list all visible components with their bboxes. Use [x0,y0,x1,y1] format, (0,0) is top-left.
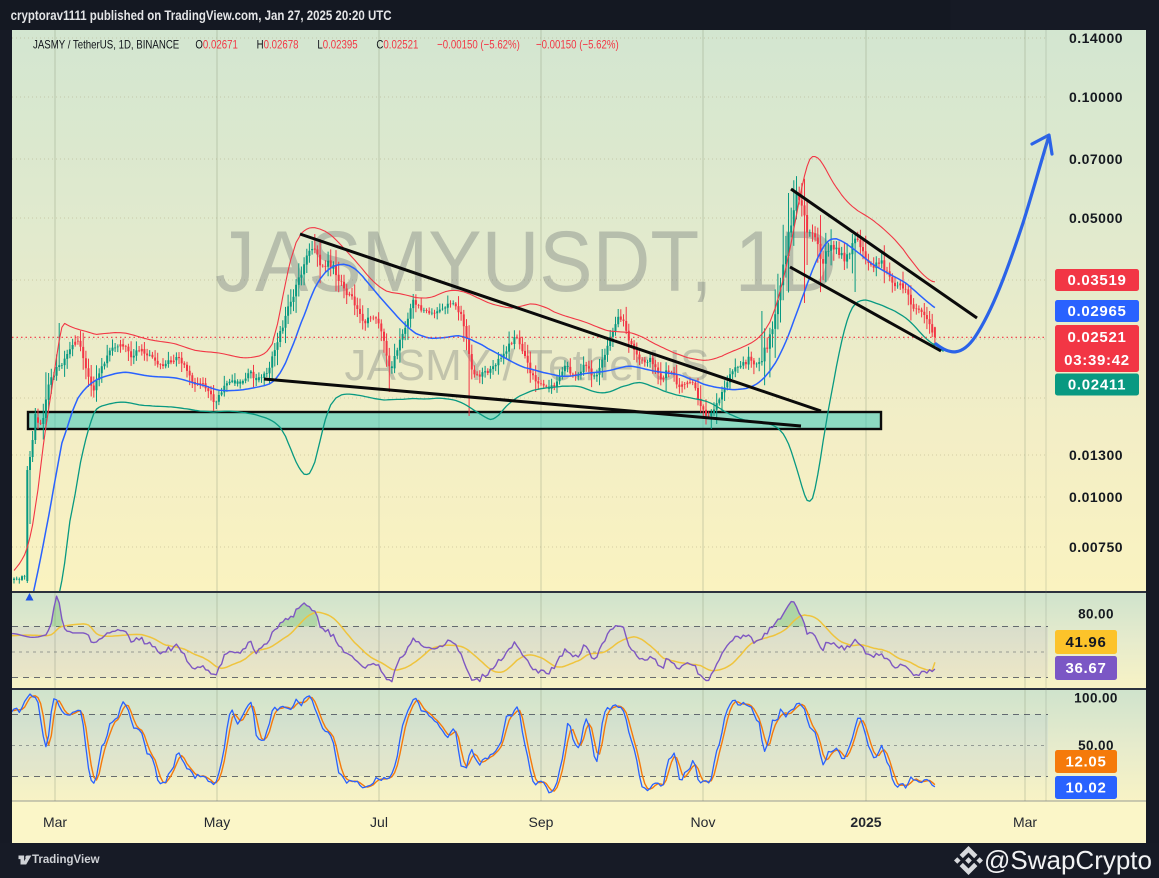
svg-text:0.02965: 0.02965 [1067,303,1126,320]
svg-text:Nov: Nov [691,814,716,830]
svg-text:0.01000: 0.01000 [1069,489,1123,505]
svg-text:May: May [204,814,230,830]
svg-text:Jul: Jul [370,814,388,830]
svg-text:03:39:42: 03:39:42 [1064,352,1130,369]
svg-text:0.07000: 0.07000 [1069,151,1123,167]
svg-text:0.03519: 0.03519 [1067,272,1126,289]
svg-text:80.00: 80.00 [1078,607,1114,622]
svg-text:0.05000: 0.05000 [1069,210,1123,226]
svg-text:JASMY / TetherUS, 1D, BINANCE: JASMY / TetherUS, 1D, BINANCE O0.02671 H… [33,38,619,51]
svg-text:10.02: 10.02 [1065,780,1106,797]
svg-text:Mar: Mar [43,814,67,830]
svg-text:Mar: Mar [1013,814,1037,830]
svg-text:36.67: 36.67 [1065,660,1106,677]
svg-text:0.02411: 0.02411 [1068,377,1126,394]
svg-text:Sep: Sep [529,814,554,830]
svg-text:0.01300: 0.01300 [1069,447,1123,463]
svg-text:2025: 2025 [850,814,881,830]
svg-text:JASMY / TetherUS: JASMY / TetherUS [345,341,710,390]
svg-text:12.05: 12.05 [1065,754,1106,771]
svg-text:0.10000: 0.10000 [1069,89,1123,105]
svg-text:0.14000: 0.14000 [1069,30,1123,46]
svg-text:0.00750: 0.00750 [1069,539,1123,555]
svg-text:41.96: 41.96 [1065,634,1106,651]
svg-text:50.00: 50.00 [1078,738,1114,753]
svg-text:0.02521: 0.02521 [1067,329,1126,346]
svg-text:JASMYUSDT, 1D: JASMYUSDT, 1D [215,214,837,310]
svg-text:100.00: 100.00 [1074,691,1118,706]
